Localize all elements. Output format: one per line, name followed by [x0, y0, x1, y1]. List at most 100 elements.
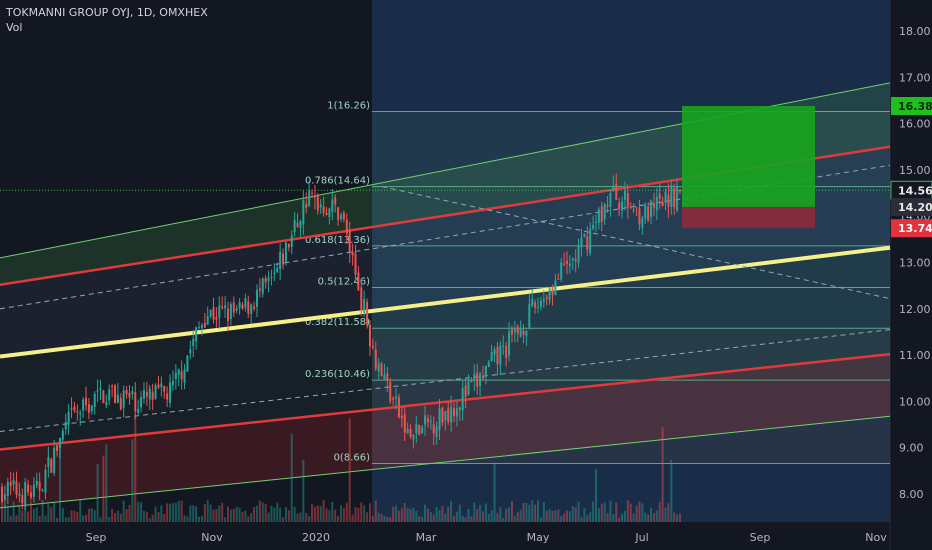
volume-bar — [235, 506, 238, 522]
candle-body — [29, 492, 32, 498]
candle-body — [53, 447, 56, 473]
volume-bar — [525, 502, 528, 522]
candle-body — [673, 188, 676, 208]
volume-bar — [15, 515, 18, 522]
volume-bar — [647, 514, 650, 522]
candle-body — [623, 189, 626, 200]
volume-bar — [177, 500, 180, 522]
volume-bar — [400, 508, 403, 522]
volume-bar — [429, 511, 432, 522]
volume-bar — [279, 507, 282, 522]
candle-body — [441, 407, 444, 423]
volume-bar — [458, 504, 461, 522]
candle-body — [255, 290, 258, 307]
candle-body — [244, 298, 247, 308]
symbol-title[interactable]: TOKMANNI GROUP OYJ, 1D, OMXHEX — [6, 6, 208, 19]
volume-bar — [171, 503, 174, 522]
candle-body — [461, 387, 464, 411]
volume-bar — [102, 455, 105, 522]
volume-bar — [305, 513, 308, 522]
volume-bar — [464, 517, 467, 522]
volume-bar — [600, 503, 603, 522]
candle-body — [621, 201, 624, 211]
volume-bar — [592, 501, 595, 522]
volume-bar — [114, 513, 116, 522]
position-stop-zone[interactable] — [682, 206, 815, 229]
candle-body — [583, 233, 586, 237]
candle-body — [250, 304, 253, 314]
volume-bar — [368, 503, 371, 522]
volume-bar — [426, 508, 429, 522]
candle-body — [166, 393, 169, 400]
volume-bar — [18, 504, 21, 522]
volume-bar — [374, 500, 377, 522]
candle-body — [111, 385, 114, 387]
candle-body — [96, 390, 99, 392]
volume-bar — [606, 513, 609, 522]
volume-bar — [554, 510, 557, 522]
candle-body — [331, 199, 334, 212]
volume-bar — [537, 500, 540, 522]
volume-bar — [261, 502, 264, 522]
candle-body — [389, 381, 392, 402]
candle-body — [342, 212, 345, 220]
volume-bar — [70, 510, 73, 522]
time-tick-label: Sep — [86, 531, 107, 544]
candle-body — [679, 189, 681, 192]
volume-bar — [510, 501, 513, 522]
volume-bar — [658, 501, 661, 522]
candle-body — [160, 383, 163, 388]
candle-body — [125, 390, 128, 395]
candle-body — [505, 345, 508, 359]
candle-body — [458, 407, 461, 411]
candle-body — [195, 327, 198, 342]
volume-bar — [195, 506, 198, 522]
volume-bar — [56, 517, 59, 522]
candle-body — [586, 236, 589, 250]
candle-body — [435, 426, 438, 437]
volume-bar — [9, 515, 12, 522]
candle-body — [554, 280, 557, 296]
candle-body — [429, 421, 432, 423]
volume-bar — [87, 508, 90, 522]
volume-bar — [516, 512, 519, 522]
candle-body — [3, 494, 6, 501]
candle-body — [453, 408, 455, 416]
position-target-zone[interactable] — [682, 106, 815, 207]
volume-bar — [357, 508, 360, 522]
volume-bar — [635, 506, 638, 522]
candle-body — [93, 393, 96, 407]
volume-bar — [96, 464, 99, 522]
candle-body — [340, 215, 342, 219]
volume-bar — [229, 509, 232, 522]
candle-body — [308, 189, 311, 207]
candle-body — [322, 206, 325, 213]
candle-body — [615, 184, 618, 200]
volume-indicator-label[interactable]: Vol — [6, 21, 23, 34]
volume-bar — [664, 507, 667, 522]
candle-body — [177, 369, 180, 376]
volume-bar — [513, 516, 516, 522]
candle-body — [534, 302, 537, 308]
candle-body — [119, 398, 122, 410]
volume-bar — [227, 506, 229, 522]
volume-bar — [621, 513, 624, 522]
volume-bar — [302, 459, 305, 522]
candle-body — [652, 203, 655, 208]
time-tick-label: May — [527, 531, 550, 544]
volume-bar — [461, 515, 464, 522]
candle-body — [571, 258, 574, 261]
volume-bar — [363, 505, 366, 522]
candle-body — [131, 391, 134, 395]
volume-bar — [142, 510, 145, 522]
volume-bar — [284, 506, 287, 522]
volume-bar — [496, 513, 499, 522]
volume-bar — [380, 514, 383, 522]
candle-body — [508, 331, 511, 356]
volume-bar — [392, 506, 395, 522]
candle-body — [638, 208, 641, 225]
volume-bar — [247, 516, 250, 522]
volume-bar — [290, 434, 293, 522]
candle-body — [293, 219, 296, 232]
